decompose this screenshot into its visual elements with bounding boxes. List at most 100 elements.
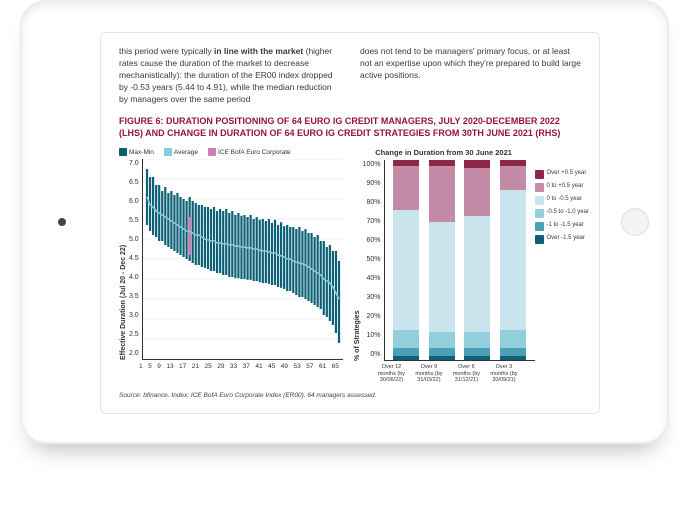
ytick: 100% (363, 160, 381, 170)
ytick: 5.0 (129, 235, 139, 245)
swatch-maxmin (119, 148, 127, 156)
xtick: 65 (332, 362, 339, 371)
bar-column (429, 160, 455, 360)
bar-segment (464, 160, 490, 168)
xtick: 37 (243, 362, 250, 371)
body-columns: this period were typically in line with … (119, 45, 581, 105)
rhs-legend: Over +0.5 year0 to +0.5 year0 to -0.5 ye… (535, 148, 591, 384)
ytick: 3.5 (129, 292, 139, 302)
ytick: 70% (363, 217, 381, 227)
legend-label: -1 to -1.5 year (547, 222, 584, 229)
legend-item: -0.5 to -1.0 year (535, 209, 591, 218)
xtick: 9 (157, 362, 161, 371)
lhs-chart: Max-Min Average ICE BofA Euro Corporate … (119, 148, 343, 384)
bar-segment (393, 166, 419, 210)
tablet-frame: this period were typically in line with … (0, 0, 685, 522)
ytick: 20% (363, 312, 381, 322)
charts-row: Max-Min Average ICE BofA Euro Corporate … (119, 148, 581, 384)
ytick: 4.5 (129, 254, 139, 264)
bar-segment (429, 222, 455, 332)
legend-label: Over +0.5 year (547, 170, 587, 177)
xtick: Over 9 months (by 31/03/22) (414, 364, 444, 383)
xtick: 5 (148, 362, 152, 371)
bar-column (393, 160, 419, 360)
legend-swatch (535, 235, 544, 244)
legend-item: 0 to -0.5 year (535, 196, 591, 205)
rhs-ylabel: % of Strategies (353, 160, 363, 361)
bar-column (500, 160, 526, 360)
ytick: 50% (363, 255, 381, 265)
bar-segment (500, 190, 526, 330)
rhs-title: Change in Duration from 30 June 2021 (353, 148, 535, 159)
bar-segment (429, 166, 455, 222)
home-button[interactable] (621, 208, 649, 236)
figure-title: FIGURE 6: DURATION POSITIONING OF 64 EUR… (119, 115, 581, 139)
bar-segment (500, 330, 526, 348)
legend-swatch (535, 222, 544, 231)
xtick: 21 (192, 362, 199, 371)
xtick: Over 12 months (by 30/06/22) (376, 364, 406, 383)
rhs-plot-wrap: % of Strategies 100%90%80%70%60%50%40%30… (353, 160, 535, 361)
rhs-main: Change in Duration from 30 June 2021 % o… (353, 148, 535, 384)
bar-segment (464, 216, 490, 332)
legend-ice-label: ICE BofA Euro Corporate (218, 149, 291, 156)
legend-maxmin-label: Max-Min (129, 149, 154, 156)
legend-swatch (535, 209, 544, 218)
legend-item: Over +0.5 year (535, 170, 591, 179)
bar-segment (429, 332, 455, 348)
body-left-b: in line with the market (214, 46, 303, 56)
screen: this period were typically in line with … (100, 32, 600, 414)
ytick: 6.5 (129, 178, 139, 188)
source-note: Source: bfinance. Index: ICE BofA Euro C… (119, 391, 581, 400)
bar-segment (393, 330, 419, 348)
bar-segment (393, 348, 419, 356)
lhs-yticks: 7.06.56.05.55.04.54.03.53.02.52.0 (129, 159, 142, 359)
swatch-avg (164, 148, 172, 156)
rhs-yticks: 100%90%80%70%60%50%40%30%20%10%0% (363, 160, 384, 360)
xtick: 57 (306, 362, 313, 371)
xtick: 45 (268, 362, 275, 371)
legend-item: Over -1.5 year (535, 235, 591, 244)
legend-avg-label: Average (174, 149, 198, 156)
legend-label: Over -1.5 year (547, 235, 585, 242)
lhs-legend: Max-Min Average ICE BofA Euro Corporate (119, 148, 343, 157)
xtick: 17 (179, 362, 186, 371)
rhs-chart: Change in Duration from 30 June 2021 % o… (353, 148, 591, 384)
bar-segment (500, 348, 526, 356)
legend-swatch (535, 196, 544, 205)
tablet-bezel: this period were typically in line with … (20, 0, 669, 444)
ytick: 4.0 (129, 273, 139, 283)
xtick: Over 3 months (by 30/09/21) (489, 364, 519, 383)
bar-segment (464, 348, 490, 356)
ytick: 3.0 (129, 311, 139, 321)
xtick: 61 (319, 362, 326, 371)
camera-dot (58, 218, 66, 226)
lhs-svg (143, 159, 343, 359)
ytick: 90% (363, 179, 381, 189)
swatch-ice (208, 148, 216, 156)
xtick: 53 (294, 362, 301, 371)
bar-segment (500, 166, 526, 190)
legend-item: -1 to -1.5 year (535, 222, 591, 231)
legend-swatch (535, 183, 544, 192)
ytick: 60% (363, 236, 381, 246)
xtick: 33 (230, 362, 237, 371)
rhs-xticks: Over 12 months (by 30/06/22) Over 9 month… (373, 364, 523, 383)
ytick: 80% (363, 198, 381, 208)
xtick: 41 (255, 362, 262, 371)
ytick: 0% (363, 350, 381, 360)
xtick: 29 (217, 362, 224, 371)
legend-ice: ICE BofA Euro Corporate (208, 148, 291, 157)
ytick: 7.0 (129, 159, 139, 169)
ytick: 10% (363, 331, 381, 341)
rhs-plot (384, 160, 535, 361)
legend-label: 0 to -0.5 year (547, 196, 582, 203)
lhs-ylabel: Effective Duration (Jul 20 - Dec 22) (119, 159, 129, 360)
bar-segment (429, 356, 455, 360)
ytick: 30% (363, 293, 381, 303)
bar-column (464, 160, 490, 360)
rhs-bars (385, 160, 535, 360)
lhs-plot-wrap: Effective Duration (Jul 20 - Dec 22) 7.0… (119, 159, 343, 360)
body-col-right: does not tend to be managers' primary fo… (360, 45, 581, 105)
bar-segment (393, 356, 419, 360)
